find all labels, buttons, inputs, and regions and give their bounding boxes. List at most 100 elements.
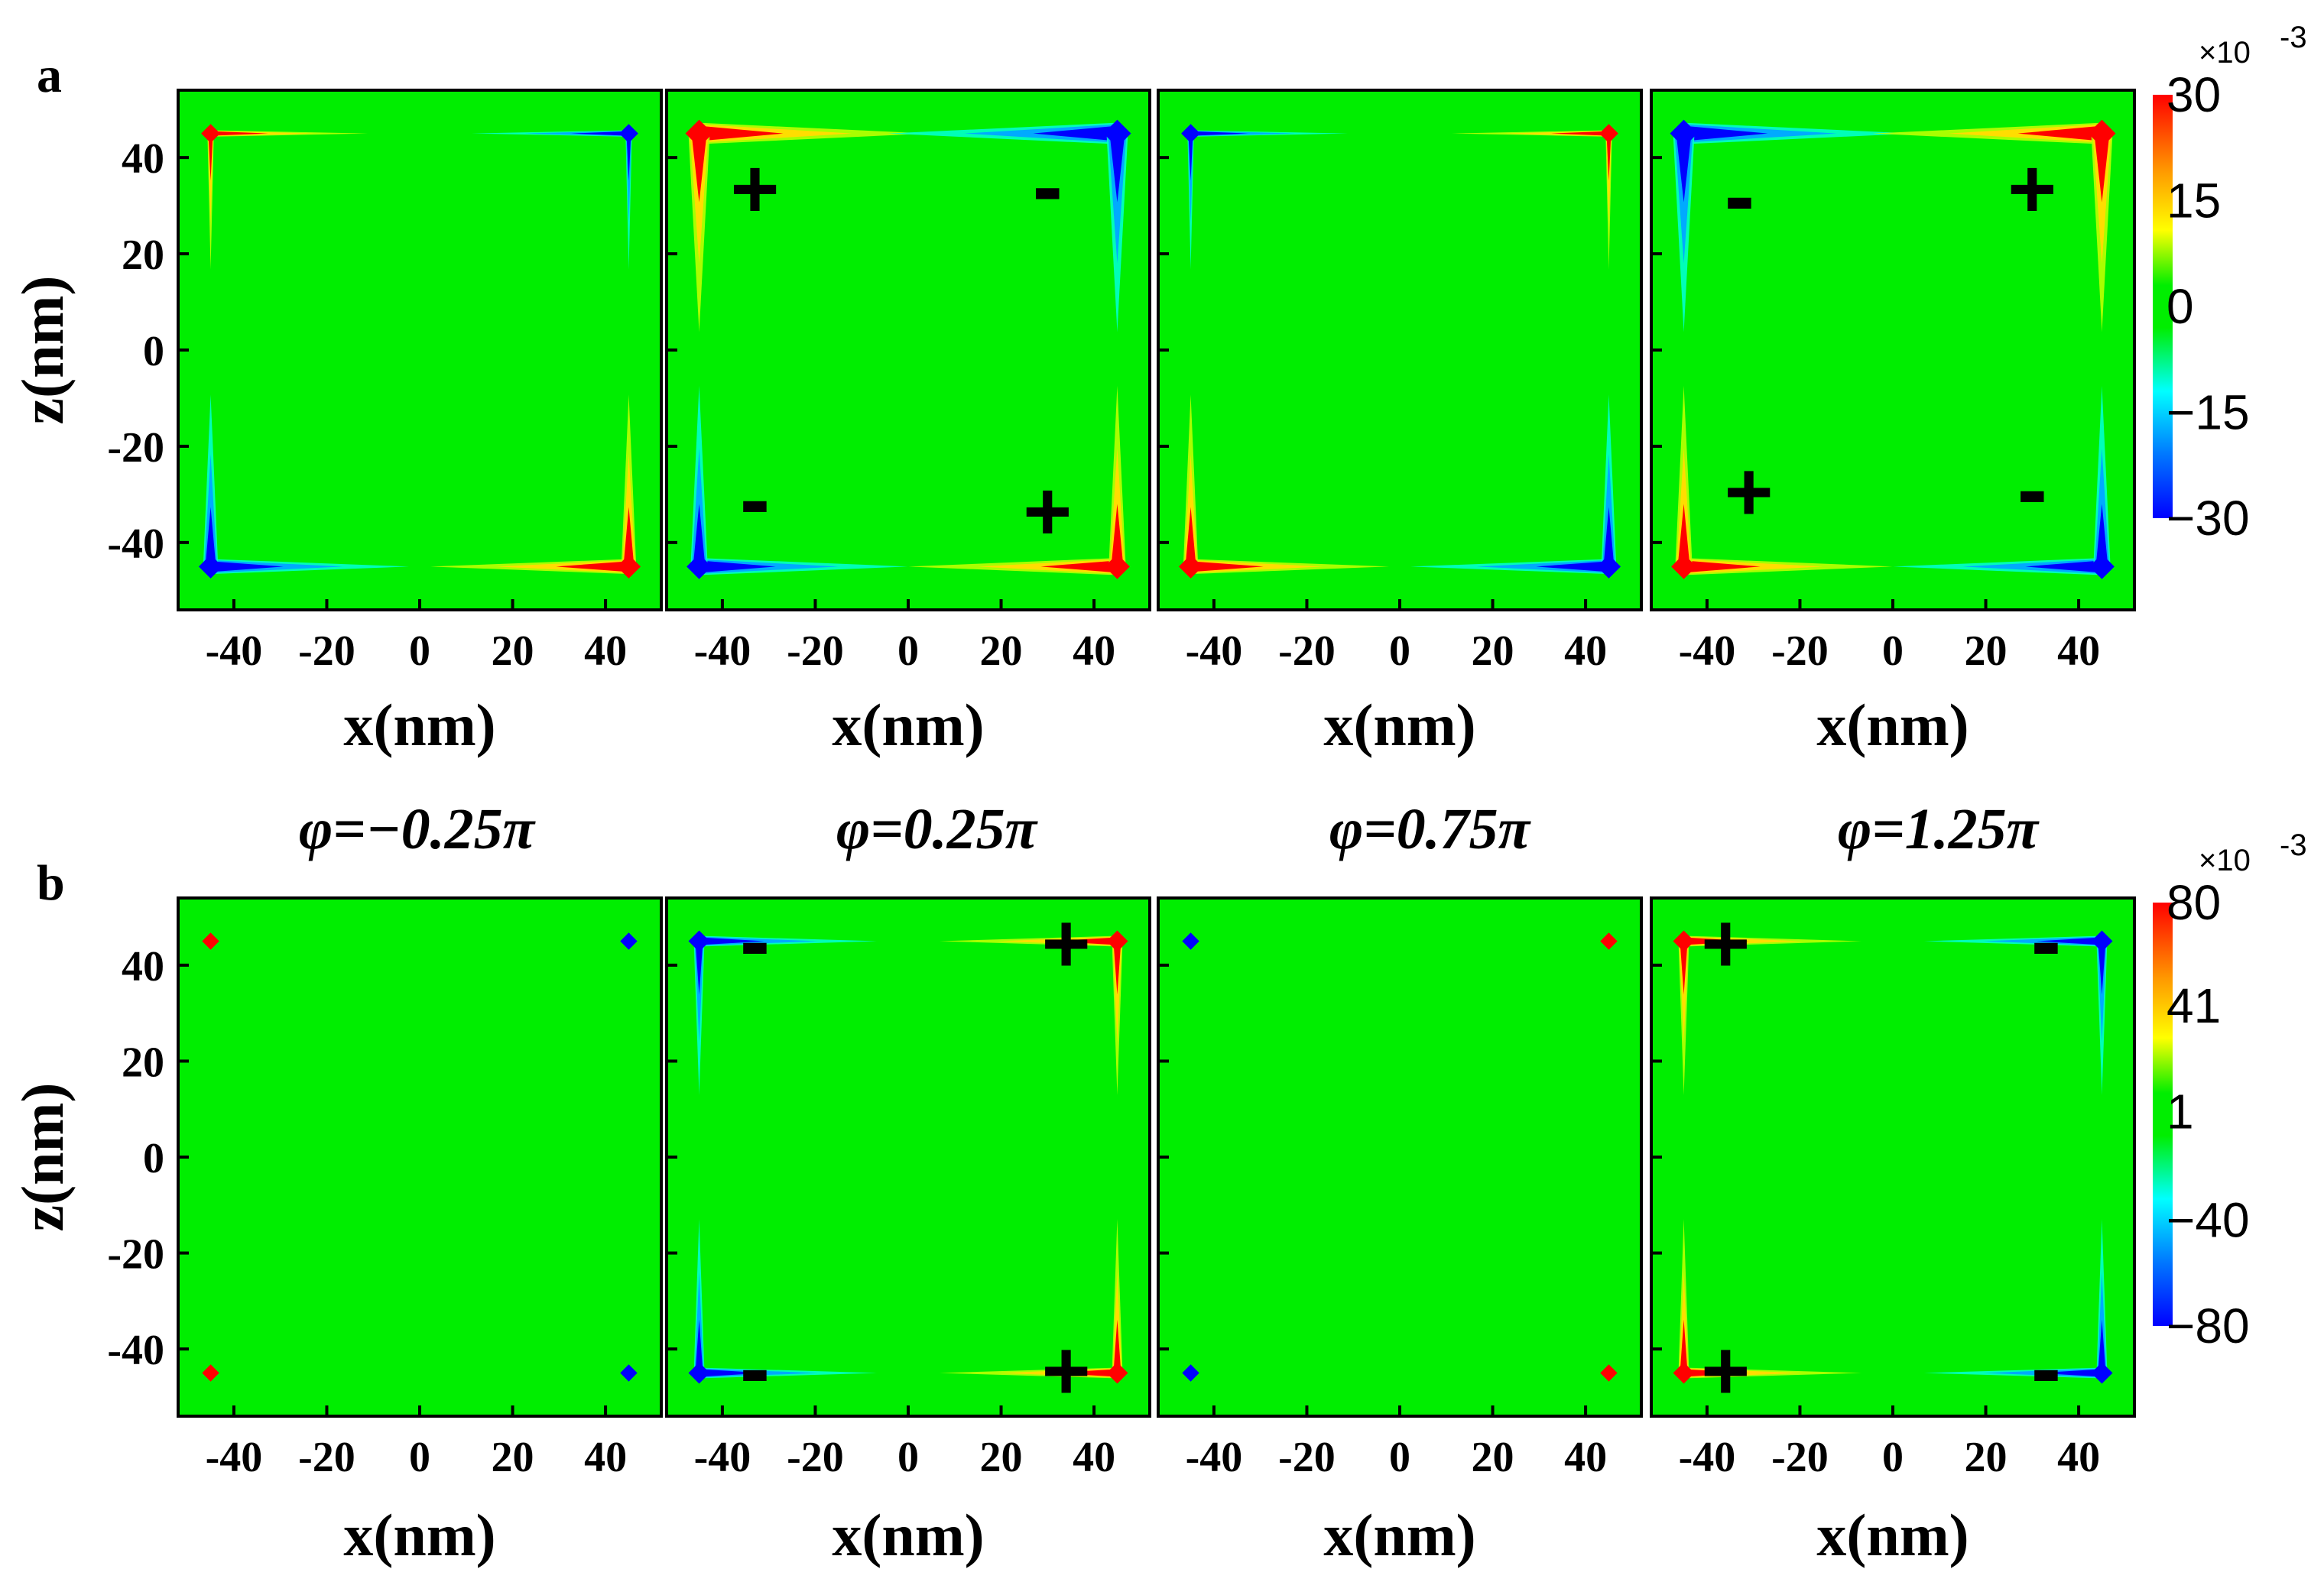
spot-positive-3 bbox=[1178, 394, 1390, 579]
streak-horizontal-core bbox=[1683, 125, 1768, 141]
streak-vertical-core bbox=[1603, 507, 1615, 567]
spot-core bbox=[619, 124, 638, 144]
spot-core bbox=[2091, 930, 2113, 952]
x-axis-label: x(nm) bbox=[1816, 692, 1969, 758]
spot-positive-4 bbox=[1600, 1364, 1618, 1382]
spot-positive-3 bbox=[202, 1364, 219, 1382]
spot-core bbox=[202, 932, 219, 950]
plot-background bbox=[1651, 898, 2134, 1416]
spot-positive-2 bbox=[1451, 124, 1618, 270]
x-tick-label: 20 bbox=[980, 1434, 1023, 1481]
streak-horizontal-core bbox=[1683, 560, 1761, 573]
spot-core bbox=[1103, 119, 1131, 148]
spot-positive-1 bbox=[201, 124, 368, 270]
spot-core bbox=[688, 930, 710, 952]
colorbar-tick-label: 1 bbox=[2167, 1084, 2194, 1139]
streak-vertical-core bbox=[1680, 1319, 1688, 1373]
streak-horizontal-core bbox=[1683, 1369, 1749, 1377]
streak-horizontal-core bbox=[1683, 937, 1749, 945]
streak-horizontal-core bbox=[2037, 1369, 2102, 1377]
sign-mark-plus: + bbox=[1041, 1324, 1090, 1418]
colorbar-multiplier: ×10 bbox=[2199, 36, 2251, 70]
spot-negative-2 bbox=[1923, 930, 2113, 1095]
streak-horizontal-core bbox=[571, 131, 629, 136]
plot-background bbox=[178, 90, 661, 610]
x-tick-label: 0 bbox=[1389, 627, 1410, 675]
x-tick-label: 20 bbox=[1965, 627, 2008, 675]
spot-core bbox=[1596, 554, 1621, 579]
streak-horizontal-core bbox=[2037, 937, 2102, 945]
spot-core bbox=[1181, 124, 1200, 144]
streak-horizontal-core bbox=[1551, 131, 1609, 136]
z-tick-label: 0 bbox=[143, 328, 164, 375]
sign-mark-plus: + bbox=[2008, 142, 2056, 236]
phi-label-1: φ=−0.25π bbox=[299, 797, 537, 861]
spot-core bbox=[1105, 553, 1130, 579]
streak-vertical-core bbox=[623, 507, 635, 567]
spot-negative-3 bbox=[688, 1219, 878, 1384]
spot-positive-2 bbox=[1872, 119, 2116, 332]
x-tick-label: 20 bbox=[1472, 1434, 1514, 1481]
x-tick-label: -40 bbox=[206, 627, 263, 675]
sign-mark-minus: - bbox=[739, 448, 770, 550]
streak-vertical-core bbox=[1113, 1319, 1121, 1373]
streak-horizontal-core bbox=[210, 131, 268, 136]
x-tick-label: -20 bbox=[1278, 1434, 1336, 1481]
x-axis-label: x(nm) bbox=[343, 1502, 495, 1568]
spot-positive-3 bbox=[1671, 385, 1893, 579]
spot-core bbox=[1673, 1362, 1695, 1384]
z-axis-label: z(nm) bbox=[9, 276, 76, 425]
phi-label-4: φ=1.25π bbox=[1838, 797, 2040, 861]
x-tick-label: 40 bbox=[584, 1434, 627, 1481]
spot-negative-3 bbox=[1182, 1364, 1199, 1382]
x-tick-label: -20 bbox=[787, 1434, 844, 1481]
x-tick-label: 40 bbox=[1564, 1434, 1607, 1481]
spot-core bbox=[616, 554, 641, 579]
x-tick-label: -40 bbox=[1679, 627, 1736, 675]
z-tick-label: 20 bbox=[122, 1039, 164, 1086]
z-axis-label: z(nm) bbox=[9, 1083, 76, 1232]
x-axis-label: x(nm) bbox=[1323, 692, 1475, 758]
spot-core bbox=[1600, 932, 1618, 950]
spot-positive-1 bbox=[685, 119, 929, 332]
streak-vertical-core bbox=[2095, 504, 2108, 567]
spot-core bbox=[1182, 932, 1199, 950]
plot-background bbox=[1158, 90, 1641, 610]
z-tick-label: -40 bbox=[107, 1327, 164, 1374]
spot-positive-4 bbox=[908, 385, 1130, 579]
z-tick-label: 40 bbox=[122, 943, 164, 990]
colorbar-tick-label: 80 bbox=[2167, 875, 2221, 930]
plot-background bbox=[178, 898, 661, 1416]
sign-mark-minus: - bbox=[2031, 890, 2062, 992]
spot-core bbox=[1670, 119, 1698, 148]
subplot-a-2: + - - + bbox=[665, 89, 1151, 611]
spot-negative-4 bbox=[1923, 1219, 2113, 1384]
subplot-b-3 bbox=[1157, 896, 1643, 1418]
sign-mark-plus: + bbox=[1023, 464, 1072, 558]
streak-horizontal-core bbox=[1190, 131, 1248, 136]
subplot-b-4: + - + - bbox=[1650, 890, 2136, 1419]
colorbar-tick-label: 15 bbox=[2167, 173, 2221, 229]
sign-mark-plus: + bbox=[1701, 1324, 1750, 1418]
x-tick-label: 20 bbox=[1965, 1434, 2008, 1481]
x-tick-label: 40 bbox=[584, 627, 627, 675]
spot-negative-2 bbox=[620, 932, 638, 950]
streak-horizontal-core bbox=[2025, 560, 2102, 573]
panel-label-b: b bbox=[37, 855, 65, 911]
spot-core bbox=[1106, 930, 1128, 952]
sign-mark-minus: - bbox=[739, 890, 770, 992]
streak-vertical-core bbox=[2094, 133, 2110, 203]
streak-vertical-core bbox=[693, 504, 706, 567]
plot-background bbox=[1651, 90, 2134, 610]
spot-core bbox=[686, 553, 712, 579]
spot-negative-4 bbox=[1410, 394, 1621, 579]
panel-label-a: a bbox=[37, 47, 62, 103]
colorbar-exponent: -3 bbox=[2280, 21, 2307, 54]
colorbar-tick-label: 30 bbox=[2167, 67, 2221, 122]
x-axis-label: x(nm) bbox=[343, 692, 495, 758]
x-tick-label: 0 bbox=[409, 627, 430, 675]
spot-positive-3 bbox=[1673, 1219, 1862, 1384]
colorbar-a bbox=[2153, 95, 2173, 518]
colorbar-tick-label: 41 bbox=[2167, 978, 2221, 1033]
x-tick-label: 40 bbox=[2057, 627, 2100, 675]
